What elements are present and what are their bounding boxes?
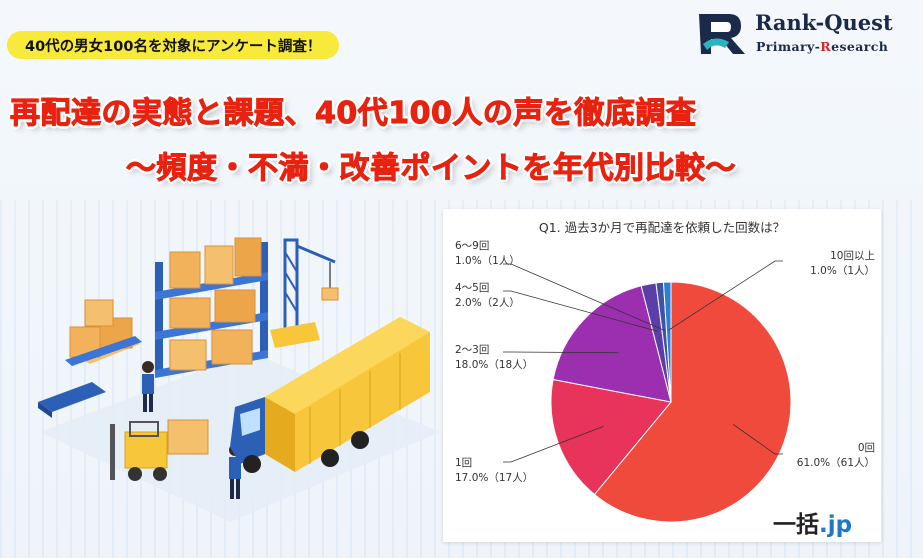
pallet-boxes-icon [65, 299, 142, 366]
pie-slice-0 [593, 281, 792, 523]
crane-icon [270, 238, 339, 348]
leader-line-3 [503, 290, 658, 332]
slice-name-6-9: 6〜9回 [455, 240, 490, 252]
slice-name-1: 1回 [455, 457, 473, 469]
slice-value-6-9: 1.0%（1人） [455, 255, 520, 267]
survey-tagline: 40代の男女100名を対象にアンケート調査！ [7, 31, 340, 59]
leader-line-4 [503, 263, 665, 331]
headline-line1: 再配達の実態と課題、40代100人の声を徹底調査 [9, 96, 697, 132]
rank-quest-logo: Rank-Quest Primary-Research [695, 8, 915, 60]
leader-line-1 [503, 426, 604, 463]
delivery-truck-icon [230, 317, 430, 473]
pie-chart [503, 260, 792, 523]
logo-mark-icon [699, 14, 745, 54]
slice-value-1: 17.0%（17人） [455, 472, 534, 484]
pie-slice-1 [550, 378, 672, 496]
storage-shelf-icon [155, 237, 268, 378]
label-1: 1回 17.0%（17人） [455, 456, 533, 486]
label-10-plus: 10回以上 1.0%（1人） [783, 249, 875, 279]
slice-name-10-plus: 10回以上 [830, 250, 875, 262]
leader-line-2 [503, 351, 619, 354]
headline-line2: 〜頻度・不満・改善ポイントを年代別比較〜 [126, 151, 737, 187]
slice-name-0: 0回 [857, 442, 875, 454]
forklift-icon [110, 419, 209, 481]
label-4-5: 4〜5回 2.0%（2人） [455, 281, 520, 311]
slice-value-4-5: 2.0%（2人） [455, 297, 520, 309]
slice-value-10-plus: 1.0%（1人） [810, 265, 875, 277]
chart-title: Q1. 過去3か月で再配達を依頼した回数は？ [538, 220, 786, 235]
warehouse-truck-illustration [38, 237, 440, 522]
pie-slice-5 [662, 281, 672, 403]
slice-name-4-5: 4〜5回 [455, 282, 490, 294]
slice-name-2-3: 2〜3回 [455, 344, 490, 356]
logo-sub-text: Primary-Research [756, 39, 889, 54]
slice-value-2-3: 18.0%（18人） [455, 359, 534, 371]
leader-line-0 [732, 424, 783, 455]
survey-chart-card: Q1. 過去3か月で再配達を依頼した回数は？ 6〜9回 1.0%（1人） 4〜5… [443, 209, 881, 542]
label-6-9: 6〜9回 1.0%（1人） [455, 239, 520, 269]
pie-slice-2 [552, 285, 672, 403]
worker-icon [142, 361, 154, 412]
logo-brand-text: Rank-Quest [755, 10, 893, 35]
label-2-3: 2〜3回 18.0%（18人） [455, 343, 533, 373]
slice-value-0: 61.0%（61人） [796, 457, 875, 469]
ikkatsu-jp-watermark: 一括.jp [773, 512, 853, 538]
label-0: 0回 61.0%（61人） [783, 441, 875, 471]
leader-line-5 [668, 260, 783, 331]
